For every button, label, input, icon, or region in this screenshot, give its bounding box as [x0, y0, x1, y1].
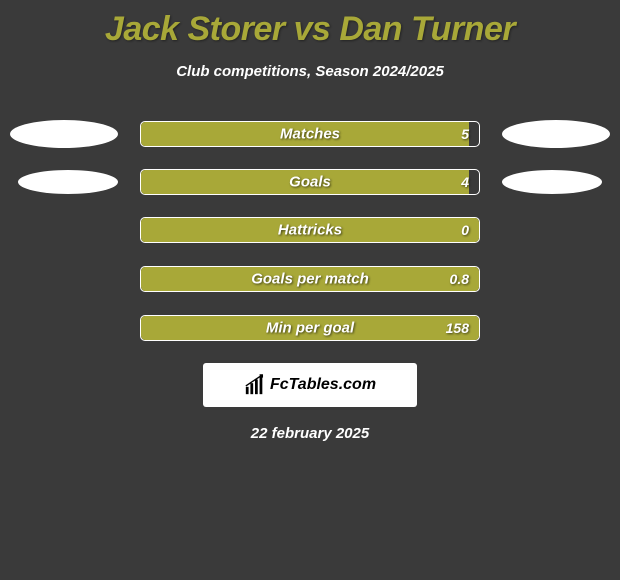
player-right-marker — [502, 170, 602, 194]
date-label: 22 february 2025 — [0, 425, 620, 442]
spacer — [502, 265, 610, 293]
stat-bar: Matches 5 — [140, 121, 480, 147]
stat-value: 0 — [461, 222, 469, 238]
stat-row: Min per goal 158 — [0, 314, 620, 342]
player-left-marker — [18, 170, 118, 194]
stat-row: Hattricks 0 — [0, 216, 620, 244]
stat-row: Matches 5 — [0, 120, 620, 148]
stat-bar: Goals 4 — [140, 169, 480, 195]
stat-value: 158 — [446, 320, 469, 336]
page-subtitle: Club competitions, Season 2024/2025 — [0, 63, 620, 80]
stat-value: 5 — [461, 126, 469, 142]
stats-container: Matches 5 Goals 4 Hattricks 0 Goals per match 0… — [0, 120, 620, 342]
stat-bar: Min per goal 158 — [140, 315, 480, 341]
spacer — [10, 314, 118, 342]
spacer — [502, 216, 610, 244]
spacer — [502, 314, 610, 342]
stat-row: Goals per match 0.8 — [0, 265, 620, 293]
spacer — [10, 216, 118, 244]
branding-badge[interactable]: FcTables.com — [203, 363, 417, 407]
chart-icon — [244, 374, 266, 396]
player-right-marker — [502, 120, 610, 148]
stat-value: 4 — [461, 174, 469, 190]
stat-label: Goals — [289, 174, 331, 191]
stat-label: Min per goal — [266, 320, 354, 337]
stat-bar: Goals per match 0.8 — [140, 266, 480, 292]
stat-row: Goals 4 — [0, 169, 620, 195]
stat-label: Goals per match — [251, 271, 369, 288]
stat-value: 0.8 — [450, 271, 469, 287]
branding-text: FcTables.com — [270, 376, 376, 394]
page-title: Jack Storer vs Dan Turner — [0, 0, 620, 49]
player-left-marker — [10, 120, 118, 148]
stat-label: Hattricks — [278, 222, 342, 239]
stat-bar: Hattricks 0 — [140, 217, 480, 243]
spacer — [10, 265, 118, 293]
stat-label: Matches — [280, 126, 340, 143]
